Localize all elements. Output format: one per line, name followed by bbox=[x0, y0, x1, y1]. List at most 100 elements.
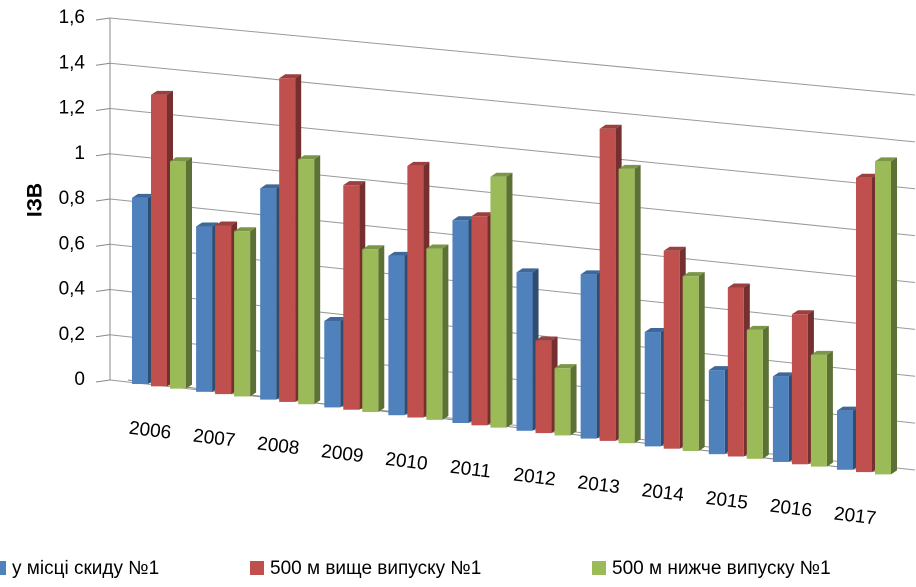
bar bbox=[471, 212, 493, 425]
tick-mark bbox=[96, 335, 110, 337]
bar bbox=[856, 174, 878, 472]
y-tick-label: 0,2 bbox=[59, 324, 85, 345]
bar bbox=[811, 351, 833, 467]
bar-front bbox=[709, 370, 725, 454]
tick-mark bbox=[96, 380, 110, 382]
x-tick-label: 2012 bbox=[512, 465, 557, 491]
bar bbox=[747, 326, 769, 459]
bar-side bbox=[827, 351, 833, 467]
bar-front bbox=[536, 341, 552, 434]
bar-side bbox=[891, 157, 897, 474]
x-tick-label: 2014 bbox=[641, 480, 686, 506]
tick-mark bbox=[96, 244, 110, 246]
x-tick-label: 2015 bbox=[705, 488, 750, 514]
bar bbox=[170, 157, 192, 388]
bar-side bbox=[506, 173, 512, 428]
bar-front bbox=[811, 355, 827, 467]
bar bbox=[343, 181, 365, 410]
legend-marker bbox=[592, 561, 606, 575]
bar-front bbox=[600, 129, 616, 441]
legend-marker bbox=[0, 561, 6, 575]
bar bbox=[362, 245, 384, 412]
bar-front bbox=[581, 274, 597, 438]
x-tick-label: 2007 bbox=[192, 426, 237, 452]
bar-front bbox=[260, 188, 276, 399]
bar-front bbox=[151, 95, 167, 386]
bar bbox=[517, 268, 539, 430]
bar-side bbox=[314, 155, 320, 404]
bar bbox=[407, 162, 429, 418]
bar-front bbox=[343, 185, 359, 410]
bar-front bbox=[490, 177, 506, 428]
bar-front bbox=[452, 220, 468, 423]
y-tick-label: 0,4 bbox=[59, 279, 86, 300]
grid-line bbox=[110, 109, 915, 189]
bar bbox=[196, 223, 218, 392]
y-tick-label: 0 bbox=[74, 369, 85, 390]
bar bbox=[709, 366, 731, 454]
bar-side bbox=[250, 227, 256, 396]
bar bbox=[151, 91, 173, 386]
bar-side bbox=[699, 272, 705, 451]
tick-mark bbox=[96, 290, 110, 292]
x-tick-label: 2008 bbox=[256, 433, 301, 459]
bar-front bbox=[324, 321, 340, 407]
bar-side bbox=[378, 245, 384, 412]
x-tick-label: 2016 bbox=[769, 496, 814, 522]
bar-side bbox=[571, 364, 577, 435]
legend-marker bbox=[250, 561, 264, 575]
bar-side bbox=[186, 157, 192, 388]
bar-front bbox=[773, 376, 789, 462]
tick-mark bbox=[96, 199, 110, 201]
bar bbox=[555, 364, 577, 435]
bar bbox=[837, 407, 859, 470]
bar-front bbox=[645, 332, 661, 446]
bar bbox=[279, 74, 301, 402]
bar bbox=[683, 272, 705, 451]
bar bbox=[645, 328, 667, 446]
x-tick-label: 2010 bbox=[384, 449, 429, 475]
bar bbox=[324, 317, 346, 407]
bar bbox=[215, 221, 237, 394]
bar-front bbox=[747, 330, 763, 459]
bar bbox=[490, 173, 512, 428]
bar-side bbox=[763, 326, 769, 459]
y-tick-label: 1 bbox=[74, 143, 85, 164]
bar bbox=[536, 337, 558, 434]
bar-front bbox=[215, 225, 231, 394]
bar-front bbox=[170, 161, 186, 388]
bar-front bbox=[837, 411, 853, 470]
y-tick-label: 1,6 bbox=[59, 7, 85, 28]
bar-front bbox=[792, 314, 808, 464]
bar-front bbox=[407, 166, 423, 418]
grid-line bbox=[110, 18, 915, 95]
x-tick-label: 2009 bbox=[320, 441, 365, 467]
bar bbox=[388, 252, 410, 415]
y-tick-label: 1,2 bbox=[59, 98, 85, 119]
tick-mark bbox=[96, 109, 110, 111]
bar-front bbox=[426, 249, 442, 420]
bar bbox=[664, 247, 686, 449]
bar-front bbox=[132, 198, 148, 384]
bar-front bbox=[555, 368, 571, 435]
y-tick-label: 0,6 bbox=[59, 233, 85, 254]
y-tick-label: 1,4 bbox=[59, 52, 86, 73]
bar-front bbox=[279, 78, 295, 402]
legend-label: 500 м вище випуску №1 bbox=[270, 558, 481, 579]
bar-front bbox=[471, 216, 487, 425]
tick-mark bbox=[96, 154, 110, 156]
bar-front bbox=[234, 231, 250, 396]
x-tick-label: 2006 bbox=[128, 418, 173, 444]
bar bbox=[792, 310, 814, 464]
bar bbox=[728, 283, 750, 456]
bar-front bbox=[196, 227, 212, 392]
bar bbox=[875, 157, 897, 474]
bar-front bbox=[619, 169, 635, 443]
bar bbox=[234, 227, 256, 396]
y-tick-label: 0,8 bbox=[59, 188, 85, 209]
x-tick-label: 2011 bbox=[449, 457, 492, 483]
bar bbox=[581, 270, 603, 438]
tick-mark bbox=[96, 18, 110, 20]
tick-mark bbox=[96, 63, 110, 65]
x-tick-label: 2017 bbox=[833, 503, 878, 529]
